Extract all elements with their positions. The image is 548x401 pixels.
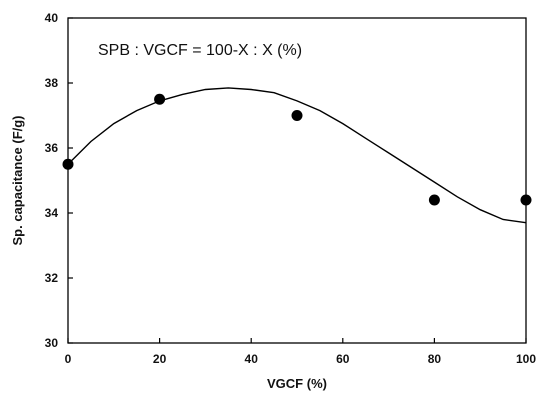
x-tick-label: 100 xyxy=(516,352,536,366)
x-tick-label: 20 xyxy=(153,352,167,366)
y-axis-ticks: 30 32 34 36 38 40 xyxy=(45,11,73,350)
y-tick-label: 32 xyxy=(45,271,59,285)
x-tick-label: 40 xyxy=(245,352,259,366)
x-tick-label: 0 xyxy=(65,352,72,366)
y-tick-label: 38 xyxy=(45,76,59,90)
x-axis-ticks: 0 20 40 60 80 100 xyxy=(65,338,536,366)
x-tick-label: 60 xyxy=(336,352,350,366)
x-axis-label: VGCF (%) xyxy=(267,376,327,391)
data-point xyxy=(291,110,303,121)
x-tick-label: 80 xyxy=(428,352,442,366)
fit-curve xyxy=(67,87,527,224)
chart-annotation: SPB : VGCF = 100-X : X (%) xyxy=(98,42,302,59)
data-point xyxy=(428,194,440,206)
y-axis-label: Sp. capacitance (F/g) xyxy=(10,115,25,245)
plot-frame xyxy=(67,17,527,344)
data-point xyxy=(62,158,74,170)
data-points xyxy=(62,93,532,206)
data-point xyxy=(520,194,532,206)
y-tick-label: 40 xyxy=(45,11,59,25)
y-tick-label: 34 xyxy=(45,206,59,220)
y-tick-label: 30 xyxy=(45,336,59,350)
y-tick-label: 36 xyxy=(45,141,59,155)
data-point xyxy=(154,93,166,105)
